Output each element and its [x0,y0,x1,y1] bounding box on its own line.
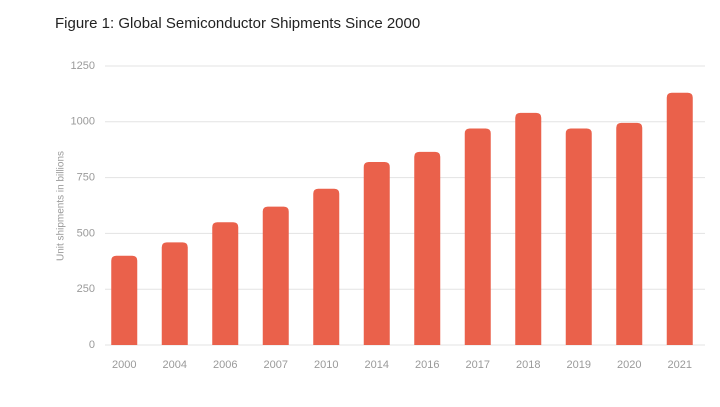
bar [111,255,138,345]
x-tick-label: 2010 [314,359,338,371]
x-tick-label: 2017 [466,359,490,371]
y-tick-label: 250 [77,283,95,295]
y-tick-label: 1000 [71,116,95,128]
x-tick-label: 2016 [415,359,439,371]
bar [464,128,491,345]
bar [414,151,441,345]
bar [363,161,390,345]
x-tick-label: 2004 [163,359,187,371]
x-tick-label: 2020 [617,359,641,371]
x-tick-label: 2021 [668,359,692,371]
bar [313,188,340,345]
y-tick-label: 500 [77,227,95,239]
y-axis-label: Unit shipments in billions [56,151,67,261]
x-tick-label: 2018 [516,359,540,371]
y-tick-label: 1250 [71,60,95,72]
chart-title: Figure 1: Global Semiconductor Shipments… [55,15,420,32]
bar [616,122,643,345]
bar [515,112,542,345]
bar [666,92,693,345]
y-tick-label: 750 [77,172,95,184]
y-tick-label: 0 [89,339,95,351]
x-tick-label: 2000 [112,359,136,371]
x-tick-label: 2014 [365,359,389,371]
x-tick-label: 2019 [567,359,591,371]
bar [262,206,289,345]
bar [212,222,239,345]
bar [565,128,592,345]
x-tick-label: 2006 [213,359,237,371]
bar [161,242,188,345]
x-tick-label: 2007 [264,359,288,371]
